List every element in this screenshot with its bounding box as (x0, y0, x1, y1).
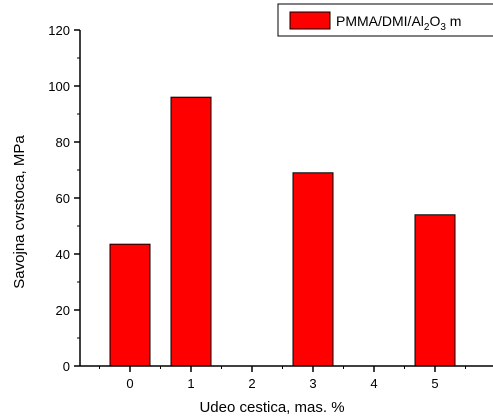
bar-1 (170, 96, 212, 367)
bar-0 (109, 243, 151, 367)
y-tick-label: 0 (63, 359, 70, 374)
legend-label-part: PMMA/DMI/Al (336, 13, 424, 29)
x-axis-title: Udeo cestica, mas. % (199, 399, 344, 416)
y-tick-label: 40 (56, 247, 70, 262)
legend-label-part: m (446, 13, 462, 29)
y-tick-label: 60 (56, 191, 70, 206)
x-axis-ticks: 0123456 (99, 366, 493, 391)
y-tick-label: 20 (56, 303, 70, 318)
y-axis-title: Savojna cvrstoca, MPa (11, 135, 28, 289)
x-tick-label: 5 (431, 376, 438, 391)
legend-swatch (289, 11, 331, 30)
x-tick-label: 4 (370, 376, 377, 391)
bar-5 (414, 214, 456, 367)
x-tick-label: 1 (187, 376, 194, 391)
legend-label-sub: 3 (440, 22, 446, 33)
bar-3 (292, 172, 334, 367)
legend: PMMA/DMI/Al2O3 m (277, 3, 493, 37)
y-axis-ticks: 0 20 40 60 80 100 120 (48, 23, 80, 374)
x-tick-label: 2 (248, 376, 255, 391)
x-tick-label: 3 (309, 376, 316, 391)
y-tick-label: 100 (48, 79, 70, 94)
bars-group (109, 96, 456, 367)
x-tick-label: 0 (126, 376, 133, 391)
legend-label-part: O (429, 13, 440, 29)
legend-label: PMMA/DMI/Al2O3 m (336, 13, 461, 33)
legend-label-sub: 2 (424, 22, 430, 33)
y-tick-label: 120 (48, 23, 70, 38)
y-tick-label: 80 (56, 135, 70, 150)
